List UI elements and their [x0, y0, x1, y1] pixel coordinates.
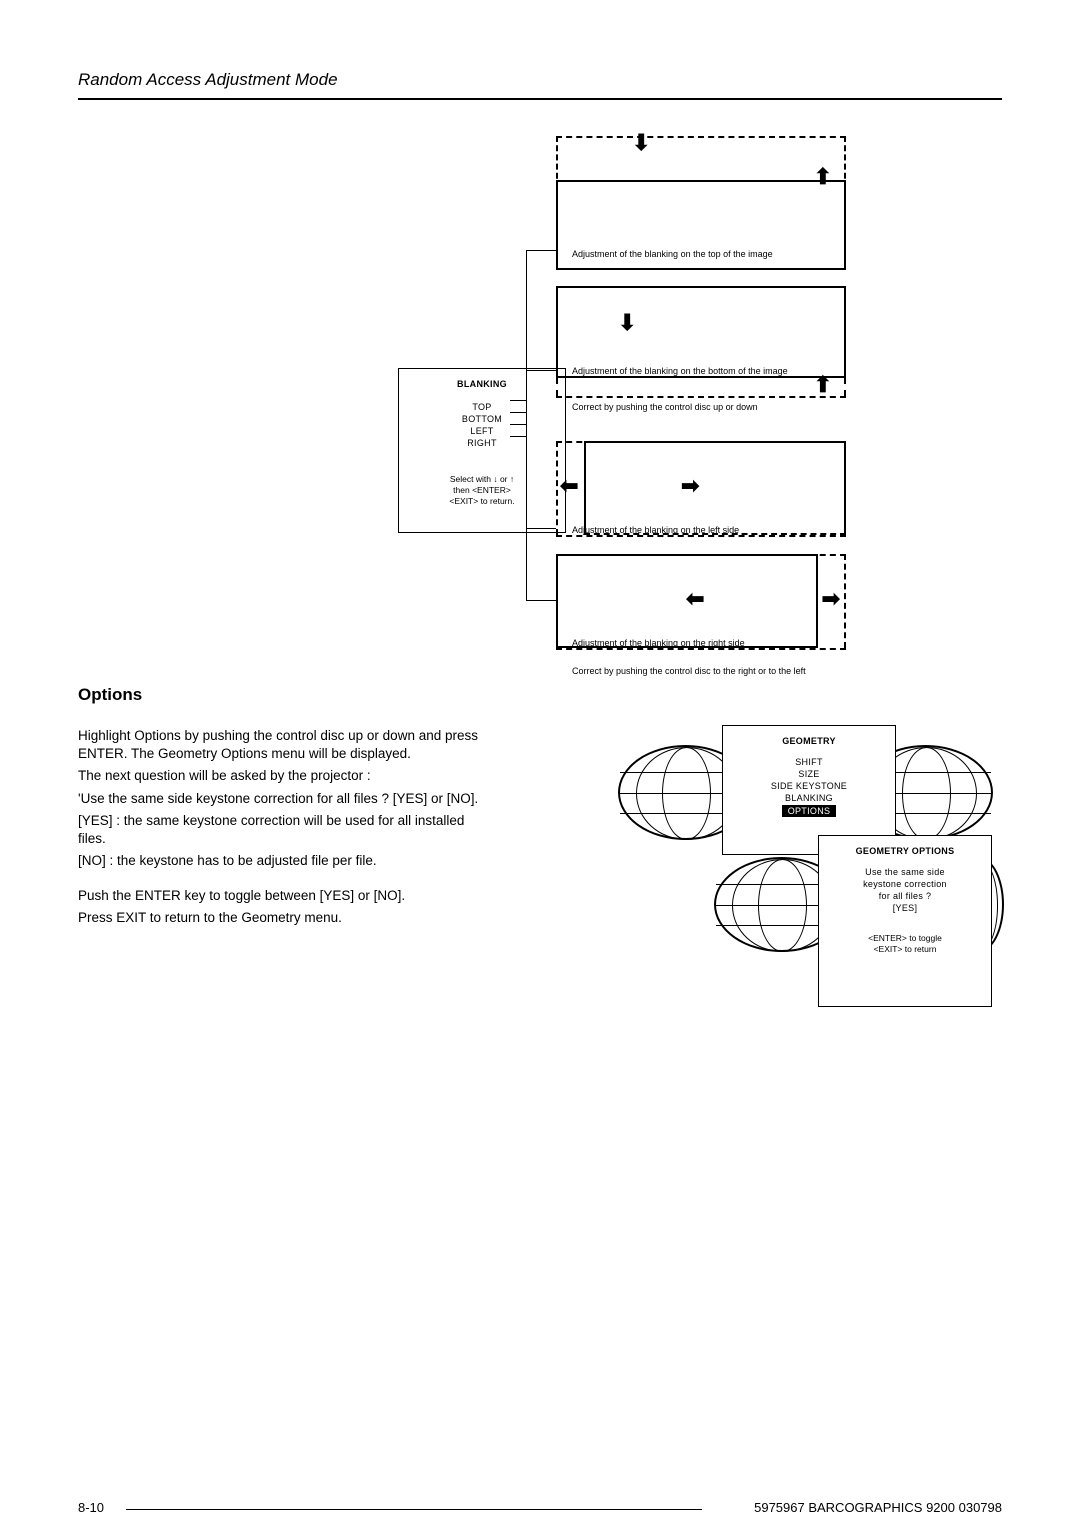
options-value: [YES] — [819, 902, 991, 914]
blanking-right-diagram: ⬅ ➡ Adjustment of the blanking on the ri… — [556, 554, 846, 668]
blanking-menu-items: TOP BOTTOM LEFT RIGHT — [399, 401, 565, 450]
options-para: 'Use the same side keystone correction f… — [78, 790, 488, 808]
arrow-up-icon: ⬆ — [814, 166, 832, 188]
caption-left: Adjustment of the blanking on the left s… — [572, 525, 739, 535]
menu-item: BLANKING — [723, 792, 895, 804]
blanking-menu-hint: Select with ↓ or ↑ then <ENTER> <EXIT> t… — [399, 474, 565, 507]
geometry-menu-title: GEOMETRY — [723, 736, 895, 746]
menu-item: SIDE KEYSTONE — [723, 780, 895, 792]
blanking-menu-item: LEFT — [399, 425, 565, 437]
hint-line: then <ENTER> — [399, 485, 565, 496]
menu-item-selected: OPTIONS — [782, 805, 837, 817]
geometry-options-body: Use the same side keystone correction fo… — [819, 866, 991, 915]
options-line: Use the same side — [819, 866, 991, 878]
caption-bottom: Adjustment of the blanking on the bottom… — [572, 366, 788, 376]
options-line: for all files ? — [819, 890, 991, 902]
menu-item: SHIFT — [723, 756, 895, 768]
menu-item: SIZE — [723, 768, 895, 780]
options-para: Highlight Options by pushing the control… — [78, 727, 488, 763]
blanking-menu-item: TOP — [399, 401, 565, 413]
options-body: Highlight Options by pushing the control… — [78, 727, 488, 927]
options-para: Press EXIT to return to the Geometry men… — [78, 909, 488, 927]
arrow-left-icon: ⬅ — [560, 475, 578, 497]
arrow-down-icon: ⬇ — [632, 132, 650, 154]
options-heading: Options — [78, 685, 1002, 705]
options-line: keystone correction — [819, 878, 991, 890]
hint-line: <ENTER> to toggle — [833, 933, 977, 944]
arrow-right-icon: ➡ — [681, 475, 699, 497]
blanking-menu-title: BLANKING — [399, 379, 565, 389]
header-rule — [78, 98, 1002, 100]
geometry-options-title: GEOMETRY OPTIONS — [819, 846, 991, 856]
blanking-top-diagram: ⬇ ⬆ Adjustment of the blanking on the to… — [556, 136, 846, 266]
page-number: 8-10 — [78, 1500, 104, 1515]
geometry-options-hint: <ENTER> to toggle <EXIT> to return — [833, 933, 977, 956]
footer-rule — [126, 1509, 702, 1510]
caption-correct-vertical: Correct by pushing the control disc up o… — [572, 402, 758, 412]
caption-right: Adjustment of the blanking on the right … — [572, 638, 745, 648]
options-para: [NO] : the keystone has to be adjusted f… — [78, 852, 488, 870]
options-para: Push the ENTER key to toggle between [YE… — [78, 887, 488, 905]
caption-top: Adjustment of the blanking on the top of… — [572, 249, 773, 259]
blanking-menu-item: RIGHT — [399, 437, 565, 449]
page-title: Random Access Adjustment Mode — [78, 70, 1002, 98]
blanking-diagram: BLANKING TOP BOTTOM LEFT RIGHT Select wi… — [78, 120, 1002, 680]
blanking-menu-box: BLANKING TOP BOTTOM LEFT RIGHT Select wi… — [398, 368, 566, 533]
options-para: The next question will be asked by the p… — [78, 767, 488, 785]
arrow-left-icon: ⬅ — [686, 588, 704, 610]
blanking-left-diagram: ⬅ ➡ Adjustment of the blanking on the le… — [556, 441, 846, 549]
hint-line: <EXIT> to return. — [399, 496, 565, 507]
arrow-right-icon: ➡ — [822, 588, 840, 610]
geometry-menu-items: SHIFT SIZE SIDE KEYSTONE BLANKING OPTION… — [723, 756, 895, 817]
arrow-up-icon: ⬆ — [814, 374, 832, 396]
geometry-options-menu: GEOMETRY OPTIONS Use the same side keyst… — [818, 835, 992, 1007]
document-id: 5975967 BARCOGRAPHICS 9200 030798 — [754, 1500, 1002, 1515]
options-para: [YES] : the same keystone correction wil… — [78, 812, 488, 848]
blanking-menu-item: BOTTOM — [399, 413, 565, 425]
blanking-bottom-diagram: ⬇ ⬆ Adjustment of the blanking on the bo… — [556, 286, 846, 411]
hint-line: <EXIT> to return — [833, 944, 977, 955]
arrow-down-icon: ⬇ — [618, 312, 636, 334]
hint-line: Select with ↓ or ↑ — [399, 474, 565, 485]
caption-correct-horizontal: Correct by pushing the control disc to t… — [572, 666, 806, 676]
geometry-menu-stack: GEOMETRY SHIFT SIZE SIDE KEYSTONE BLANKI… — [618, 725, 1002, 1025]
